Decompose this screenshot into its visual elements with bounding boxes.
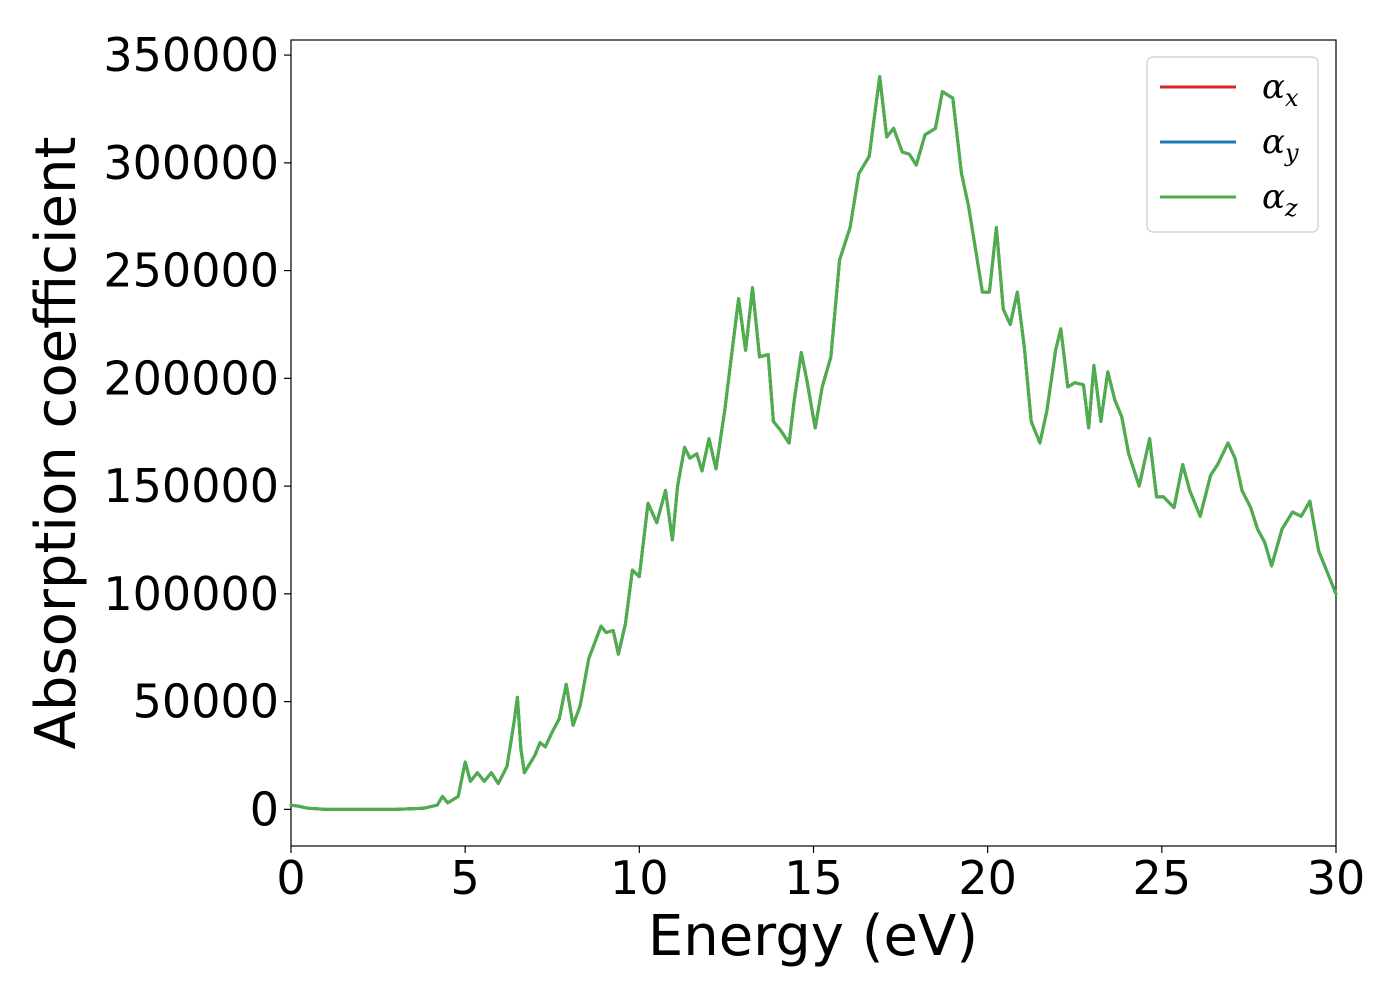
legend-label-z: αz xyxy=(1262,177,1298,222)
x-axis-label: Energy (eV) xyxy=(648,904,978,969)
series-line-z xyxy=(289,75,1338,811)
y-tick-label: 150000 xyxy=(103,459,279,513)
y-tick-label: 250000 xyxy=(103,244,279,298)
y-tick-label: 0 xyxy=(250,782,279,836)
y-axis-label: Absorption coefficient xyxy=(24,137,89,750)
series-layer xyxy=(289,75,1338,811)
x-tick-label: 10 xyxy=(610,851,669,905)
x-tick-label: 0 xyxy=(276,851,305,905)
legend: αx αy αz xyxy=(1146,56,1319,233)
x-axis-ticks: 0 5 10 15 20 25 30 xyxy=(276,846,1365,905)
legend-label-x: αx xyxy=(1262,67,1299,112)
y-tick-label: 100000 xyxy=(103,567,279,621)
y-tick-label: 300000 xyxy=(103,136,279,190)
x-tick-label: 25 xyxy=(1133,851,1192,905)
y-tick-label: 200000 xyxy=(103,351,279,405)
x-tick-label: 5 xyxy=(451,851,480,905)
x-tick-label: 15 xyxy=(784,851,843,905)
legend-box xyxy=(1146,56,1319,233)
x-tick-label: 30 xyxy=(1307,851,1366,905)
x-tick-label: 20 xyxy=(958,851,1017,905)
y-tick-label: 350000 xyxy=(103,28,279,82)
y-tick-label: 50000 xyxy=(133,675,279,729)
y-axis-ticks: 0 50000 100000 150000 200000 250000 300000 3500… xyxy=(103,28,291,836)
legend-label-y: αy xyxy=(1262,122,1299,167)
